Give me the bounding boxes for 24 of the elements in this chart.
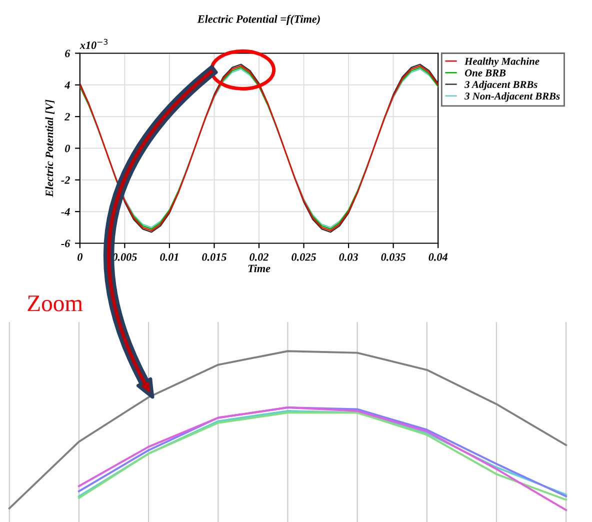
legend-label: One BRB — [464, 69, 506, 76]
text: x10$^{−3}$ — [80, 38, 108, 49]
x-axis-title: Time — [248, 264, 270, 272]
x-tick-label: 0.02 — [250, 253, 268, 261]
y-tick-label: 6 — [65, 50, 70, 58]
y-tick-label: 2 — [64, 113, 70, 120]
text: Zoom — [28, 296, 83, 312]
x-tick-label: 0.035 — [381, 253, 406, 261]
x-tick-label: 0.01 — [160, 253, 178, 261]
x-tick-label: 0.03 — [339, 253, 358, 261]
y-tick-label: -4 — [61, 208, 70, 216]
legend-label: 3 Adjacent BRBs — [464, 80, 538, 90]
x-tick-label: 0.015 — [202, 253, 226, 261]
y-tick-label: 0 — [65, 144, 70, 152]
legend-label: Healthy Machine — [464, 57, 540, 67]
y-tick-label: 4 — [64, 81, 70, 89]
y-tick-label: -6 — [61, 240, 70, 248]
x-tick-label: 0.04 — [428, 253, 448, 261]
legend-label: 3 Non-Adjacent BRBs — [464, 92, 560, 102]
x-tick-label: 0.025 — [292, 253, 316, 261]
x-tick-label: 0 — [78, 253, 83, 261]
y-tick-label: -2 — [61, 176, 70, 184]
chart-title: Electric Potential =f(Time) — [197, 14, 320, 26]
y-axis-title: Electric Potential [V] — [45, 100, 55, 198]
